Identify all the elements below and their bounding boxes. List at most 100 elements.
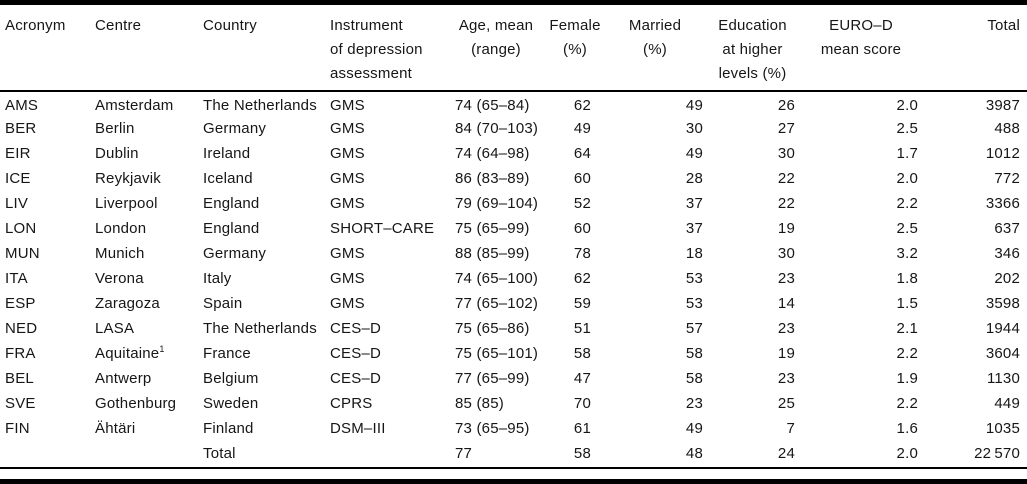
- table-row: AMS Amsterdam The Netherlands GMS 74 (65…: [0, 91, 1027, 116]
- cell-age: 88 (85–99): [455, 245, 530, 262]
- cell-eurod: 1.7: [896, 145, 918, 162]
- total-cell-centre: [90, 441, 198, 468]
- cell-age: 77 (65–99): [455, 370, 530, 387]
- header-row: Acronym Centre Country Instrument of dep…: [0, 5, 1027, 91]
- table-row: BER Berlin Germany GMS 84 (70–103) 49 30…: [0, 116, 1027, 141]
- centre-text: Berlin: [95, 120, 135, 137]
- centre-text: Ähtäri: [95, 420, 136, 437]
- col-header-acronym: Acronym: [5, 17, 66, 34]
- cell-age: 84 (70–103): [455, 120, 539, 137]
- table-row: ICE Reykjavik Iceland GMS 86 (83–89) 60 …: [0, 166, 1027, 191]
- cell-eurod: 2.0: [896, 97, 918, 114]
- cell-female: 49: [573, 120, 591, 137]
- cell-instrument: CES–D: [330, 370, 382, 387]
- cell-total: 3598: [985, 295, 1020, 312]
- cell-instrument: GMS: [330, 97, 365, 114]
- cell-acronym: NED: [5, 320, 38, 337]
- total-row-label: Total: [203, 445, 236, 462]
- cell-centre: Zaragoza: [90, 291, 198, 316]
- cell-country: Finland: [203, 420, 254, 437]
- cell-female: 60: [573, 220, 591, 237]
- cell-acronym: LON: [5, 220, 37, 237]
- cell-country: Germany: [203, 245, 267, 262]
- table-row: FRA Aquitaine1 France CES–D 75 (65–101) …: [0, 341, 1027, 366]
- cell-acronym: ICE: [5, 170, 31, 187]
- cell-eurod: 1.6: [896, 420, 918, 437]
- cell-centre: Liverpool: [90, 191, 198, 216]
- cell-age: 74 (64–98): [455, 145, 530, 162]
- cell-married: 53: [685, 270, 703, 287]
- col-header-eurod: EURO–D mean score: [820, 17, 902, 58]
- cell-education: 25: [777, 395, 795, 412]
- centre-text: Dublin: [95, 145, 139, 162]
- cell-education: 19: [777, 345, 795, 362]
- col-header-female: Female (%): [549, 17, 601, 58]
- cell-total: 1130: [986, 370, 1020, 387]
- col-header-education: Education at higher levels (%): [718, 17, 787, 82]
- cell-education: 23: [777, 370, 795, 387]
- cell-acronym: LIV: [5, 195, 29, 212]
- cell-country: Spain: [203, 295, 243, 312]
- cell-country: England: [203, 220, 260, 237]
- cell-centre: Antwerp: [90, 366, 198, 391]
- cell-instrument: CPRS: [330, 395, 373, 412]
- cell-female: 59: [573, 295, 591, 312]
- cell-total: 1012: [985, 145, 1020, 162]
- cell-eurod: 2.5: [896, 220, 918, 237]
- cell-acronym: ITA: [5, 270, 28, 287]
- cell-instrument: GMS: [330, 145, 365, 162]
- table-row: ITA Verona Italy GMS 74 (65–100) 62 53 2…: [0, 266, 1027, 291]
- table-row: FIN Ähtäri Finland DSM–III 73 (65–95) 61…: [0, 416, 1027, 441]
- cell-total: 202: [994, 270, 1020, 287]
- cell-education: 7: [786, 420, 795, 437]
- cell-centre: Gothenburg: [90, 391, 198, 416]
- col-header-country: Country: [203, 17, 257, 34]
- cell-country: Italy: [203, 270, 232, 287]
- cell-education: 26: [777, 97, 795, 114]
- cell-married: 58: [685, 345, 703, 362]
- centre-text: Liverpool: [95, 195, 158, 212]
- cell-instrument: DSM–III: [330, 420, 386, 437]
- cell-age: 75 (65–86): [455, 320, 530, 337]
- centre-text: Zaragoza: [95, 295, 160, 312]
- cell-married: 30: [685, 120, 703, 137]
- centre-text: Munich: [95, 245, 145, 262]
- centre-text: Gothenburg: [95, 395, 177, 412]
- cell-married: 53: [685, 295, 703, 312]
- cell-instrument: GMS: [330, 245, 365, 262]
- cell-instrument: GMS: [330, 295, 365, 312]
- cell-age: 85 (85): [455, 395, 504, 412]
- table-row: NED LASA The Netherlands CES–D 75 (65–86…: [0, 316, 1027, 341]
- cell-education: 30: [777, 245, 795, 262]
- cell-eurod: 1.8: [896, 270, 918, 287]
- centre-text: Reykjavik: [95, 170, 161, 187]
- cell-age: 77 (65–102): [455, 295, 539, 312]
- table-body: AMS Amsterdam The Netherlands GMS 74 (65…: [0, 91, 1027, 441]
- cell-female: 60: [573, 170, 591, 187]
- cell-acronym: AMS: [5, 97, 39, 114]
- cell-married: 28: [685, 170, 703, 187]
- col-header-centre: Centre: [95, 17, 142, 34]
- cell-total: 488: [994, 120, 1020, 137]
- cell-total: 1035: [985, 420, 1020, 437]
- cell-eurod: 1.9: [896, 370, 918, 387]
- cell-total: 346: [994, 245, 1020, 262]
- centre-text: Aquitaine: [95, 345, 160, 362]
- total-cell-married: 48: [685, 445, 703, 462]
- centre-text: LASA: [95, 320, 135, 337]
- table-row: ESP Zaragoza Spain GMS 77 (65–102) 59 53…: [0, 291, 1027, 316]
- cell-female: 58: [573, 345, 591, 362]
- cell-female: 47: [573, 370, 591, 387]
- cell-age: 75 (65–101): [455, 345, 539, 362]
- cell-instrument: CES–D: [330, 320, 382, 337]
- cell-centre: Amsterdam: [90, 91, 198, 116]
- cell-acronym: BER: [5, 120, 37, 137]
- total-cell-eurod: 2.0: [896, 445, 918, 462]
- cell-female: 61: [573, 420, 591, 437]
- cell-country: Sweden: [203, 395, 259, 412]
- cell-age: 79 (69–104): [455, 195, 539, 212]
- cell-married: 37: [685, 220, 703, 237]
- cell-married: 37: [685, 195, 703, 212]
